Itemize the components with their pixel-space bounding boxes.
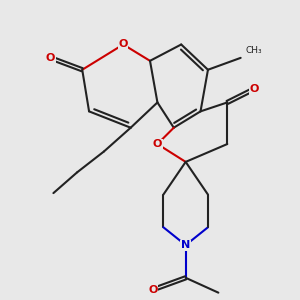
Text: CH₃: CH₃ [245, 46, 262, 55]
Text: O: O [249, 84, 259, 94]
Text: O: O [148, 285, 158, 295]
Text: N: N [181, 240, 190, 250]
Text: O: O [153, 139, 162, 149]
Text: O: O [118, 40, 128, 50]
Text: O: O [46, 53, 55, 63]
